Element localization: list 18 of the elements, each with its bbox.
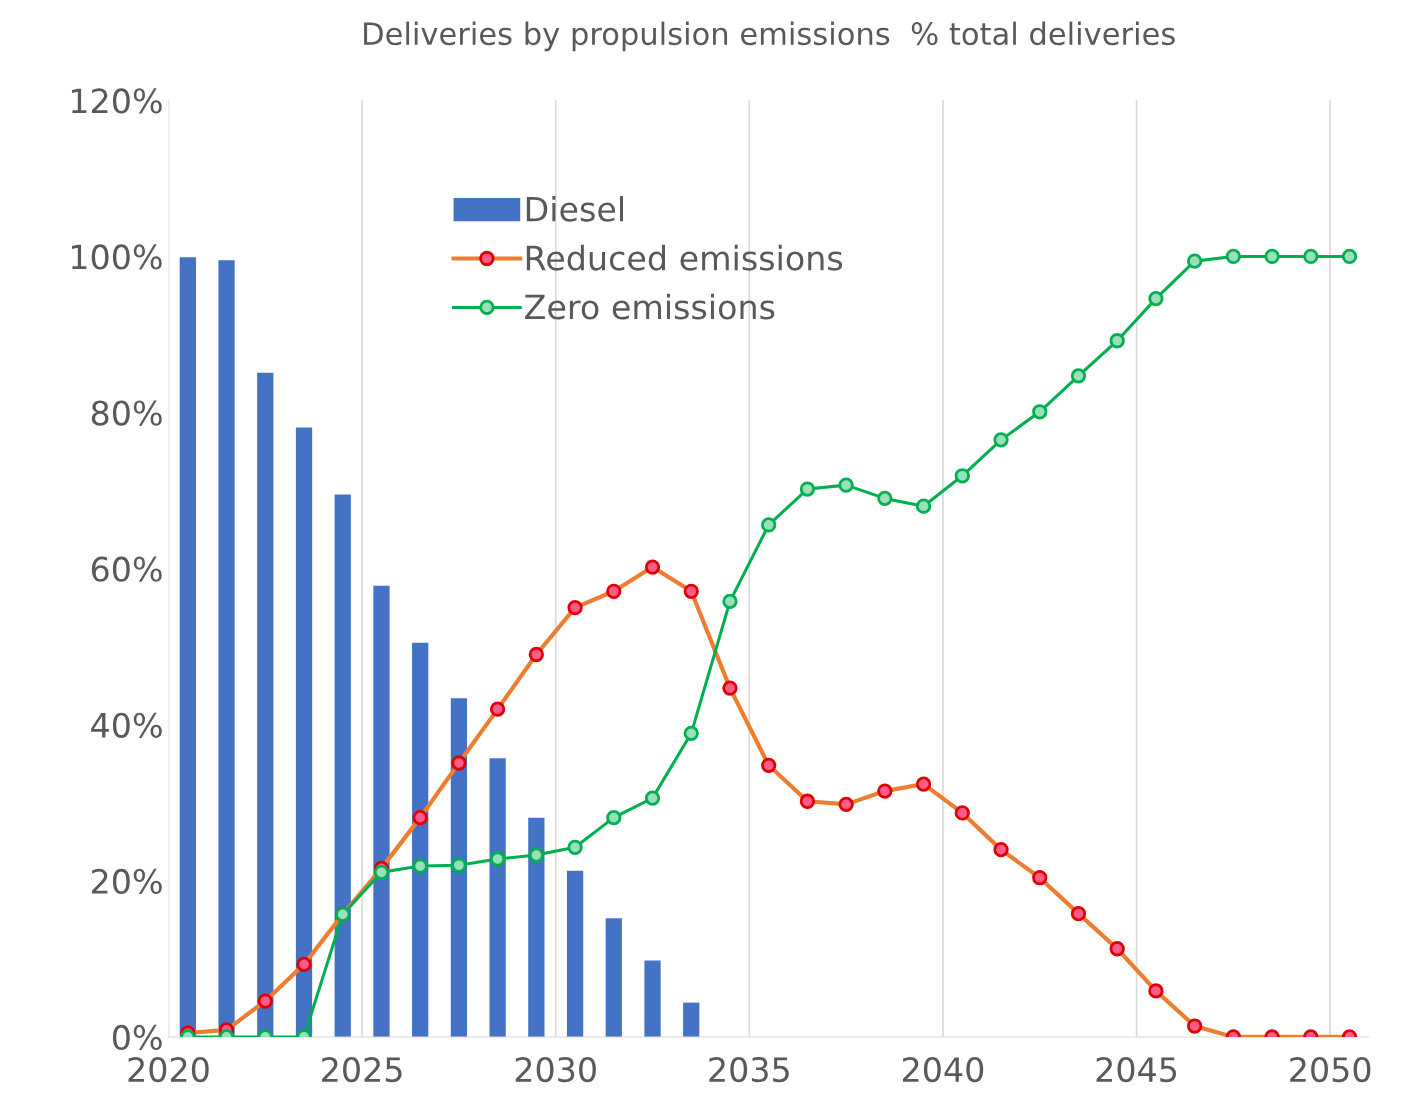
y-tick-label: 80% bbox=[91, 400, 162, 426]
y-tick-label: 60% bbox=[91, 556, 162, 582]
x-tick-label: 2020 bbox=[128, 1056, 209, 1083]
x-tick-label: 2040 bbox=[902, 1056, 984, 1083]
x-tick-label: 2050 bbox=[1290, 1056, 1371, 1083]
y-tick-label: 120% bbox=[71, 88, 162, 114]
chart-title: Deliveries by propulsion emissions % total deliveries bbox=[364, 21, 1175, 52]
x-tick-label: 2030 bbox=[515, 1056, 596, 1083]
legend-label: Zero emissions bbox=[525, 293, 775, 320]
y-tick-label: 0% bbox=[112, 1024, 162, 1051]
y-tick-label: 100% bbox=[71, 244, 162, 270]
x-tick-label: 2045 bbox=[1096, 1056, 1177, 1083]
y-tick-label: 20% bbox=[91, 868, 162, 894]
x-tick-label: 2035 bbox=[709, 1056, 789, 1083]
x-tick-label: 2025 bbox=[322, 1056, 402, 1083]
legend-label: Diesel bbox=[526, 195, 624, 222]
y-tick-label: 40% bbox=[91, 712, 162, 738]
legend-label: Reduced emissions bbox=[526, 244, 843, 271]
